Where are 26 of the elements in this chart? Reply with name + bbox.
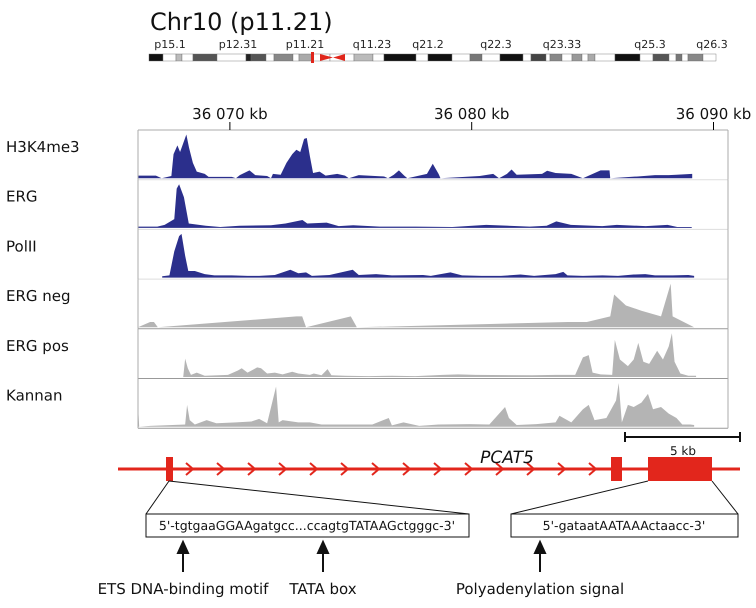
text: q22.3	[480, 38, 512, 51]
x-tick-label: 36 080 kb	[434, 105, 510, 123]
text: ETS DNA-binding motif	[98, 580, 270, 598]
text: 5'-gataatAATAAActaacc-3'	[542, 518, 706, 533]
text: q11.23	[352, 38, 392, 51]
text: 5'-tgtgaaGGAAgatgcc...ccagtgTATAAGctgggc-3'	[158, 518, 456, 533]
text: p11.21	[286, 38, 324, 51]
text: Chr10 (p11.21)	[150, 8, 333, 36]
text: PCAT5	[480, 448, 534, 468]
text: q25.3	[634, 38, 666, 51]
text: p12.31	[218, 38, 258, 51]
y-axis-title: ERG pos	[6, 336, 69, 355]
y-axis-title: ERG neg	[6, 287, 71, 306]
y-axis-title: Kannan	[6, 386, 62, 404]
text: q21.2	[412, 38, 444, 51]
x-tick-label: 36 090 kb	[676, 105, 752, 123]
text: TATA box	[288, 580, 357, 598]
text: q26.3	[696, 38, 728, 51]
text: q23.33	[542, 38, 582, 51]
y-axis-title: ERG	[6, 188, 38, 206]
x-tick-label: 36 070 kb	[192, 105, 268, 123]
text: Polyadenylation signal	[456, 580, 624, 598]
text: p15.1	[154, 38, 186, 51]
text: 5 kb	[670, 444, 696, 458]
y-axis-title: H3K4me3	[6, 138, 80, 156]
y-axis-title: PolII	[6, 237, 37, 256]
